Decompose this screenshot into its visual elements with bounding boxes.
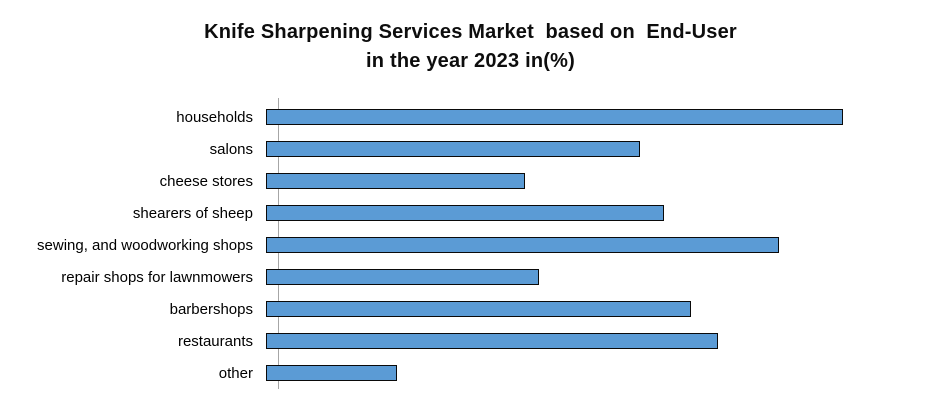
category-label: salons: [209, 140, 253, 158]
bar: [266, 269, 539, 285]
category-label: other: [218, 364, 253, 382]
category-label: shearers of sheep: [132, 204, 253, 222]
plot-area: households salons cheese stores shearers of…: [0, 101, 941, 389]
bar: [266, 237, 779, 253]
bar: [266, 301, 691, 317]
category-label: cheese stores: [159, 172, 253, 190]
bar: [266, 141, 640, 157]
chart-row: households: [0, 101, 941, 133]
bar: [266, 365, 397, 381]
bar: [266, 333, 718, 349]
bar: [266, 205, 664, 221]
category-label: barbershops: [169, 300, 253, 318]
chart-row: barbershops: [0, 293, 941, 325]
chart-title-line-1: Knife Sharpening Services Market based o…: [204, 21, 737, 43]
category-label: sewing, and woodworking shops: [37, 236, 253, 254]
category-label: restaurants: [177, 332, 253, 350]
chart-row: salons: [0, 133, 941, 165]
bar: [266, 173, 525, 189]
bar: [266, 109, 843, 125]
chart-title: Knife Sharpening Services Market based o…: [0, 18, 941, 76]
chart-row: repair shops for lawnmowers: [0, 261, 941, 293]
chart-title-line-2: in the year 2023 in(%): [366, 50, 575, 72]
chart-row: shearers of sheep: [0, 197, 941, 229]
chart-row: cheese stores: [0, 165, 941, 197]
chart-row: restaurants: [0, 325, 941, 357]
chart-row: other: [0, 357, 941, 389]
category-label: repair shops for lawnmowers: [61, 268, 253, 286]
chart-row: sewing, and woodworking shops: [0, 229, 941, 261]
category-label: households: [176, 108, 253, 126]
